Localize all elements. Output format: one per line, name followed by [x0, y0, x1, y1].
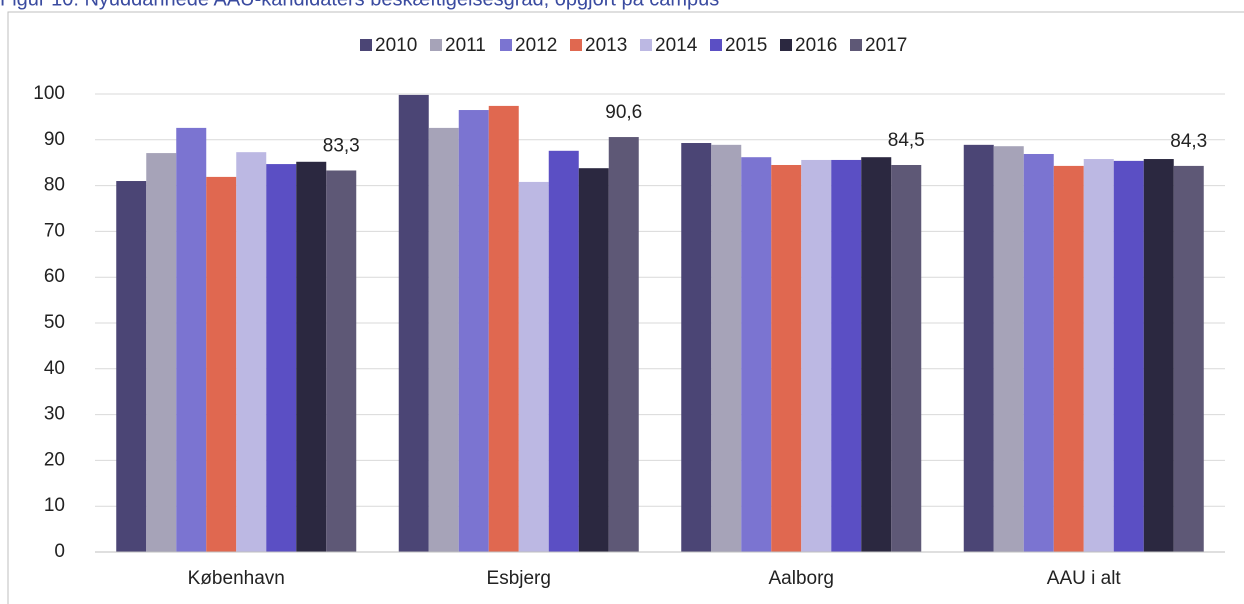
bar: [548, 150, 579, 553]
y-tick-label: 10: [44, 495, 65, 516]
legend-swatch: [570, 39, 582, 51]
chart-title: Figur 10: Nyuddannede AAU-kandidaters be…: [0, 0, 719, 10]
bar: [1023, 153, 1054, 553]
bar: [176, 127, 207, 552]
legend-swatch: [430, 39, 442, 51]
x-tick-label: AAU i alt: [1047, 568, 1122, 589]
y-tick-label: 80: [44, 175, 65, 196]
x-tick-label: Esbjerg: [487, 568, 551, 589]
y-tick-label: 70: [44, 220, 65, 241]
x-tick-label: Aalborg: [769, 568, 835, 589]
bar: [296, 161, 327, 552]
bar: [993, 146, 1024, 552]
bar: [116, 181, 147, 552]
legend-swatch: [500, 39, 512, 51]
bar: [1083, 159, 1114, 552]
y-tick-label: 60: [44, 266, 65, 287]
y-tick-label: 90: [44, 129, 65, 150]
data-label: 90,6: [605, 102, 642, 123]
y-tick-label: 50: [44, 312, 65, 333]
bar: [741, 157, 772, 553]
bar: [711, 144, 742, 552]
y-tick-label: 40: [44, 358, 65, 379]
bar: [1053, 165, 1084, 552]
bar: [578, 168, 609, 553]
bar: [891, 164, 922, 553]
x-tick-label: København: [188, 568, 285, 589]
legend-swatch: [850, 39, 862, 51]
bar: [861, 157, 892, 553]
bar: [428, 127, 459, 552]
y-tick-label: 100: [33, 83, 65, 104]
legend-swatch: [780, 39, 792, 51]
bar: [458, 110, 489, 552]
y-tick-label: 30: [44, 404, 65, 425]
bar: [1143, 159, 1174, 552]
bar: [831, 159, 862, 552]
data-label: 83,3: [323, 136, 360, 157]
legend-label: 2015: [725, 35, 767, 56]
bar: [801, 159, 832, 552]
legend-label: 2016: [795, 35, 837, 56]
bar: [1173, 165, 1204, 552]
bar: [771, 164, 802, 553]
legend-label: 2011: [445, 35, 486, 56]
legend-swatch: [710, 39, 722, 51]
data-label: 84,3: [1170, 131, 1207, 152]
bar: [326, 170, 357, 552]
bar: [398, 94, 429, 552]
bar: [681, 143, 712, 553]
y-tick-label: 20: [44, 449, 65, 470]
bar: [518, 181, 549, 552]
legend-label: 2013: [585, 35, 627, 56]
legend-label: 2012: [515, 35, 557, 56]
bar: [146, 153, 177, 552]
data-label: 84,5: [888, 130, 925, 151]
bar: [266, 164, 297, 552]
bar: [963, 144, 994, 552]
legend-label: 2014: [655, 35, 698, 56]
legend-swatch: [640, 39, 652, 51]
bar: [206, 176, 237, 552]
bar: [488, 105, 519, 553]
chart-frame: [7, 11, 1244, 604]
legend-swatch: [360, 39, 372, 51]
y-tick-label: 0: [54, 541, 65, 562]
bar: [236, 152, 267, 552]
bar: [608, 137, 639, 552]
legend-label: 2010: [375, 35, 417, 56]
legend-label: 2017: [865, 35, 907, 56]
bar: [1113, 160, 1144, 553]
